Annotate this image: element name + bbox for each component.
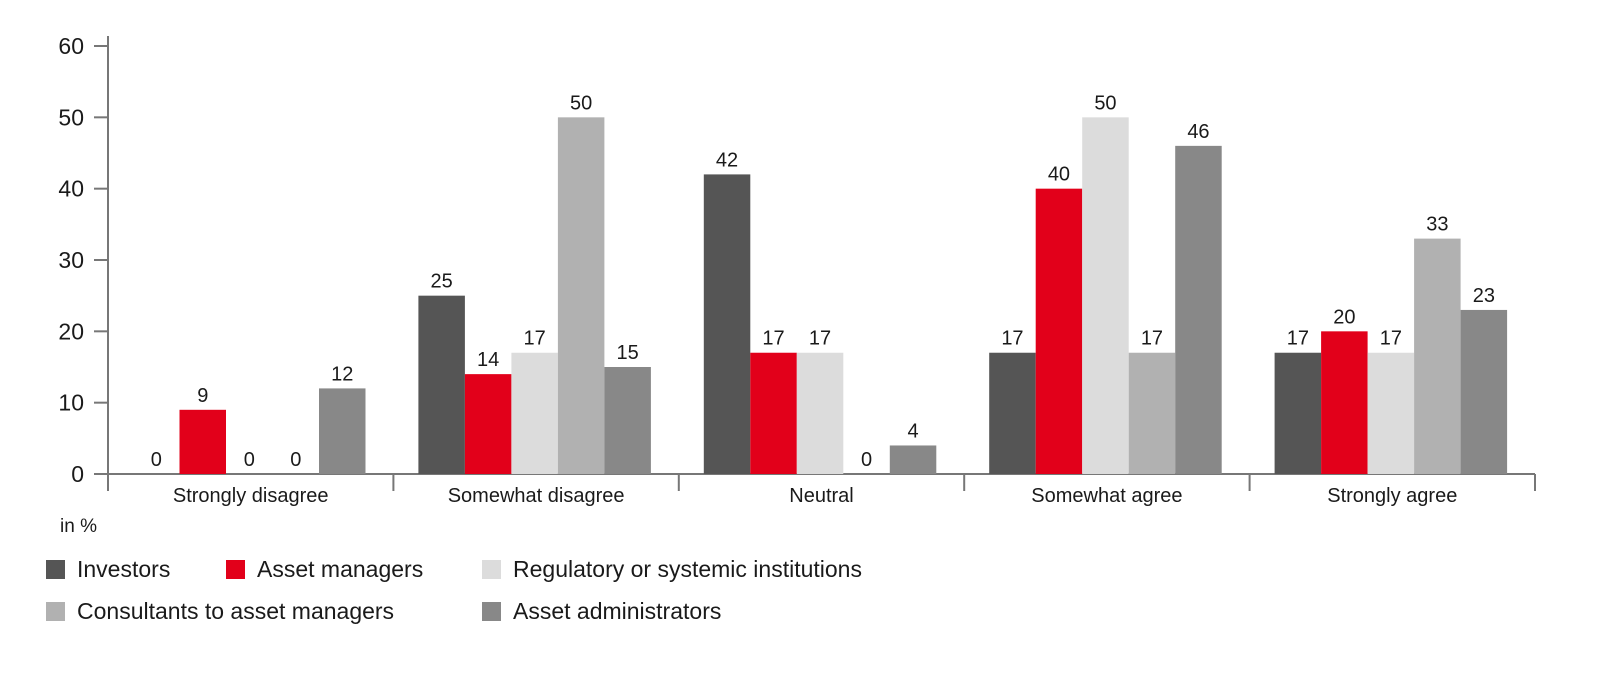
bar — [319, 388, 366, 474]
y-tick-label: 30 — [58, 247, 84, 273]
bar — [1035, 188, 1083, 474]
data-labels: 0 9 0 0 12 25 14 17 50 15 42 17 17 0 4 17 40 50 17 46 17 20 17… — [151, 92, 1495, 471]
data-label: 33 — [1426, 214, 1448, 236]
data-label: 20 — [1333, 306, 1355, 328]
legend-item-consultants: Consultants to asset managers — [46, 598, 482, 625]
data-label: 50 — [1094, 92, 1116, 114]
data-label: 17 — [524, 328, 546, 350]
legend-label-regulatory: Regulatory or systemic institutions — [513, 555, 862, 582]
data-label: 50 — [570, 92, 592, 114]
legend-label-investors: Investors — [77, 555, 171, 582]
x-tick-label: Somewhat agree — [1031, 485, 1182, 507]
y-tick-label: 20 — [58, 318, 84, 344]
y-tick-label: 10 — [58, 390, 84, 416]
x-axis-ticks: Strongly disagree Somewhat disagree Neutra… — [107, 474, 1536, 507]
legend-label-asset-managers: Asset managers — [257, 555, 424, 582]
y-tick-label: 0 — [71, 461, 84, 487]
data-label: 17 — [762, 328, 784, 350]
data-label: 17 — [1001, 328, 1023, 350]
bar — [1175, 145, 1222, 474]
legend-item-regulatory: Regulatory or systemic institutions — [482, 556, 862, 583]
legend-item-investors: Investors — [46, 556, 226, 583]
data-label: 17 — [1380, 328, 1402, 350]
data-label: 17 — [1287, 328, 1309, 350]
legend-item-administrators: Asset administrators — [482, 598, 721, 625]
bar — [1367, 352, 1415, 474]
legend-item-asset-managers: Asset managers — [226, 556, 482, 583]
legend: Investors Asset managers Regulatory or s… — [46, 548, 1046, 632]
y-axis-ticks: 0 10 20 30 40 50 60 — [58, 33, 108, 487]
legend-swatch-consultants — [46, 601, 65, 621]
data-label: 15 — [617, 342, 639, 364]
bar — [604, 367, 651, 474]
legend-row: Consultants to asset managers Asset admi… — [46, 590, 1046, 632]
data-label: 25 — [431, 271, 453, 293]
bar — [557, 117, 605, 474]
bar — [1082, 117, 1129, 474]
unit-label: in % — [60, 516, 97, 537]
data-label: 9 — [197, 385, 208, 407]
y-tick-label: 40 — [58, 176, 84, 202]
bar — [1414, 238, 1461, 474]
legend-swatch-investors — [46, 559, 65, 579]
data-label: 17 — [809, 328, 831, 350]
bar — [1321, 331, 1368, 474]
legend-label-consultants: Consultants to asset managers — [77, 597, 395, 624]
data-label: 4 — [907, 420, 918, 442]
data-label: 12 — [331, 363, 353, 385]
data-label: 0 — [861, 449, 872, 471]
data-label: 0 — [290, 449, 301, 471]
bar — [889, 445, 937, 474]
bar — [1274, 352, 1322, 474]
data-label: 14 — [477, 349, 499, 371]
legend-swatch-asset-managers — [226, 559, 245, 579]
x-tick-label: Strongly agree — [1327, 485, 1457, 507]
data-label: 42 — [716, 149, 738, 171]
bars — [179, 117, 1508, 474]
legend-swatch-regulatory — [482, 559, 501, 579]
bar — [703, 174, 751, 474]
data-label: 0 — [244, 449, 255, 471]
data-label: 40 — [1048, 164, 1070, 186]
legend-swatch-administrators — [482, 601, 501, 621]
data-label: 46 — [1187, 121, 1209, 143]
bar — [1460, 309, 1508, 474]
y-tick-label: 50 — [58, 104, 84, 130]
data-label: 23 — [1473, 285, 1495, 307]
x-tick-label: Somewhat disagree — [448, 485, 625, 507]
y-tick-label: 60 — [58, 33, 84, 59]
x-tick-label: Neutral — [789, 485, 853, 507]
legend-row: Investors Asset managers Regulatory or s… — [46, 548, 1046, 590]
bar — [418, 295, 465, 474]
bar — [989, 352, 1036, 474]
bar — [511, 352, 558, 474]
bar — [796, 352, 844, 474]
data-label: 17 — [1141, 328, 1163, 350]
legend-label-administrators: Asset administrators — [513, 597, 722, 624]
bar — [464, 374, 512, 474]
bar — [1128, 352, 1176, 474]
x-tick-label: Strongly disagree — [173, 485, 329, 507]
bar — [750, 352, 797, 474]
bar — [179, 409, 226, 474]
data-label: 0 — [151, 449, 162, 471]
